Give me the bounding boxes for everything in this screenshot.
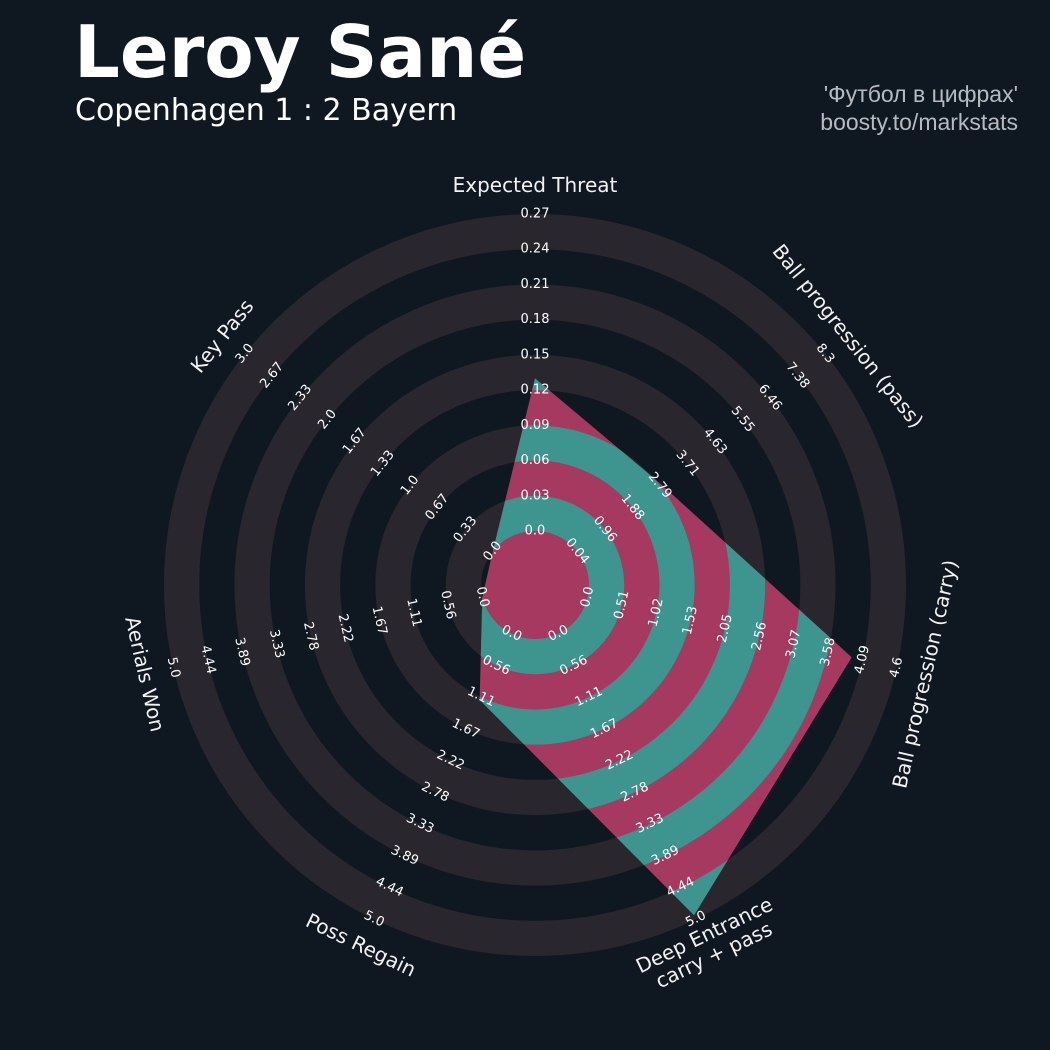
credits: 'Футбол в цифрах' boosty.to/markstats bbox=[820, 80, 1018, 136]
tick-label: 0.0 bbox=[578, 585, 597, 609]
ring bbox=[479, 495, 625, 675]
tick-label: 3.07 bbox=[783, 628, 804, 660]
ring bbox=[234, 284, 836, 886]
chart-title: Leroy Sané bbox=[74, 10, 527, 94]
tick-label: 0.09 bbox=[521, 418, 550, 433]
tick-label: 1.11 bbox=[403, 597, 424, 629]
tick-label: 5.0 bbox=[164, 656, 183, 680]
tick-label: 0.12 bbox=[521, 383, 550, 398]
tick-label: 4.09 bbox=[852, 644, 873, 676]
tick-label: 4.6 bbox=[887, 656, 906, 680]
tick-label: 0.56 bbox=[437, 589, 458, 621]
tick-label: 4.44 bbox=[197, 644, 218, 676]
axis-label: Expected Threat bbox=[452, 173, 618, 197]
tick-label: 2.78 bbox=[300, 620, 321, 652]
tick-label: 0.06 bbox=[521, 453, 550, 468]
tick-label: 0.03 bbox=[521, 488, 550, 503]
tick-label: 0.15 bbox=[521, 347, 550, 362]
tick-label: 1.53 bbox=[680, 605, 701, 637]
credit-line: boosty.to/markstats bbox=[820, 109, 1018, 135]
tick-label: 2.22 bbox=[335, 613, 356, 645]
tick-label: 0.51 bbox=[611, 589, 632, 621]
tick-label: 1.67 bbox=[369, 605, 390, 637]
tick-label: 1.02 bbox=[646, 597, 667, 629]
credit-line: 'Футбол в цифрах' bbox=[823, 81, 1018, 107]
tick-label: 0.24 bbox=[521, 242, 550, 257]
tick-label: 0.27 bbox=[521, 207, 550, 222]
tick-label: 0.0 bbox=[525, 524, 546, 539]
tick-label: 3.33 bbox=[266, 628, 287, 660]
tick-label: 3.89 bbox=[231, 636, 252, 668]
chart-subtitle: Copenhagen 1 : 2 Bayern bbox=[75, 93, 458, 128]
tick-label: 0.21 bbox=[521, 277, 550, 292]
tick-label: 0.18 bbox=[521, 312, 550, 327]
ring bbox=[479, 425, 695, 745]
ring bbox=[164, 214, 906, 956]
tick-label: 2.56 bbox=[749, 620, 770, 652]
tick-label: 0.0 bbox=[473, 585, 492, 609]
tick-label: 2.05 bbox=[715, 613, 736, 645]
tick-label: 3.58 bbox=[818, 636, 839, 668]
